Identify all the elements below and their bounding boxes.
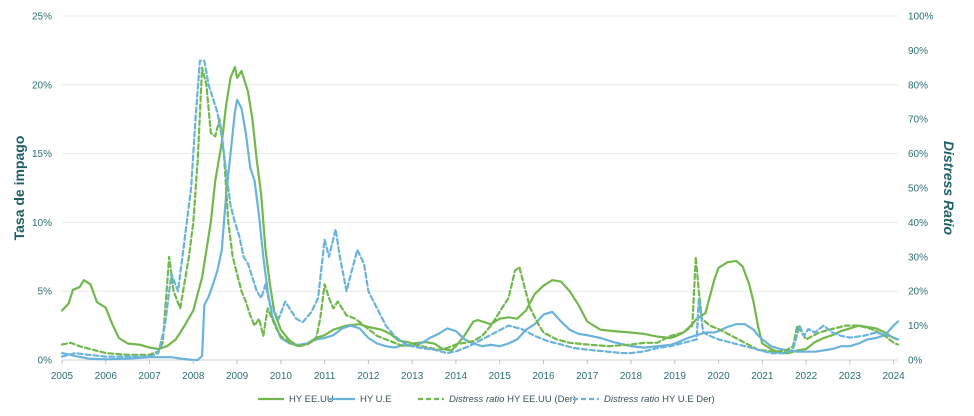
x-tick-label: 2008	[182, 371, 205, 382]
y-left-tick-label: 10%	[32, 218, 52, 229]
series-lines	[60, 59, 900, 362]
y-right-tick-label: 30%	[908, 252, 928, 263]
x-tick-label: 2015	[489, 371, 512, 382]
x-tick-label: 2020	[707, 371, 730, 382]
gridlines	[62, 15, 898, 361]
y-right-tick-label: 80%	[908, 80, 928, 91]
y-right-tick-label: 40%	[908, 218, 928, 229]
legend-label: Distress ratio HY U.E Der)	[604, 394, 715, 405]
y-right-tick-label: 10%	[908, 321, 928, 332]
x-tick-label: 2007	[138, 371, 161, 382]
x-tick-label: 2009	[226, 371, 249, 382]
x-tick-label: 2021	[751, 371, 774, 382]
x-tick-label: 2011	[314, 371, 336, 382]
left-axis-title: Tasa de impago	[11, 136, 27, 241]
x-tick-label: 2017	[576, 371, 599, 382]
y-right-tick-label: 90%	[908, 46, 928, 57]
legend-label: Distress ratio HY EE.UU (Der)	[449, 394, 576, 405]
x-tick-label: 2010	[270, 371, 293, 382]
y-left-tick-label: 25%	[32, 12, 52, 23]
axes: 0% 5% 10% 15% 20% 25% 0% 10% 20% 30% 40% 50% 60% 70% 8…	[32, 12, 934, 383]
y-right-tick-label: 70%	[908, 115, 928, 126]
y-right-tick-label: 0%	[908, 356, 923, 367]
legend: HY EE.UU HY U.E Distress ratio HY EE.UU (D…	[258, 394, 715, 405]
right-axis-title: Distress Ratio	[941, 141, 957, 236]
legend-label: HY U.E	[360, 394, 392, 405]
series-line	[60, 59, 900, 358]
y-right-tick-label: 60%	[908, 149, 928, 160]
x-tick-label: 2016	[532, 371, 555, 382]
x-tick-label: 2024	[882, 371, 905, 382]
x-tick-label: 2014	[445, 371, 468, 382]
legend-label: HY EE.UU	[289, 394, 334, 405]
y-right-tick-label: 20%	[908, 287, 928, 298]
series-line	[60, 66, 900, 356]
x-tick-label: 2018	[620, 371, 643, 382]
x-tick-label: 2013	[401, 371, 424, 382]
y-right-tick-label: 50%	[908, 184, 928, 195]
y-left-tick-label: 5%	[38, 287, 53, 298]
x-tick-label: 2006	[95, 371, 118, 382]
x-tick-label: 2022	[795, 371, 818, 382]
x-tick-label: 2019	[664, 371, 687, 382]
series-line	[60, 65, 900, 355]
x-tick-label: 2005	[51, 371, 74, 382]
y-left-tick-label: 0%	[38, 356, 53, 367]
y-left-tick-label: 20%	[32, 80, 52, 91]
x-tick-label: 2012	[357, 371, 380, 382]
y-left-tick-label: 15%	[32, 149, 52, 160]
y-right-tick-label: 100%	[908, 12, 934, 23]
x-tick-label: 2023	[839, 371, 862, 382]
